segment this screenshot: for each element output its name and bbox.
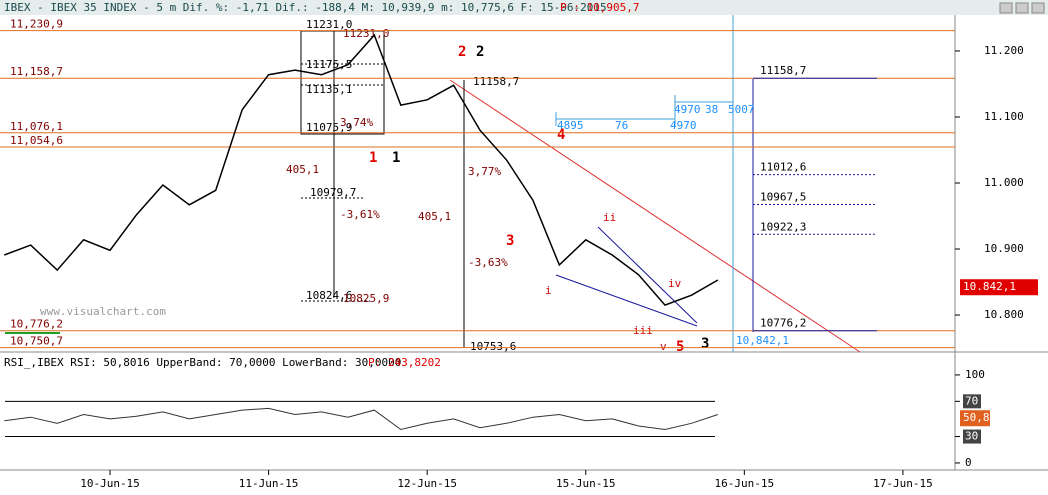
cycle-label: 5007 bbox=[728, 103, 755, 116]
y-tick-label: 10.800 bbox=[984, 308, 1024, 321]
watermark: www.visualchart.com bbox=[40, 305, 166, 318]
header-price: P : 10,905,7 bbox=[560, 1, 639, 14]
y-tick-label: 100 bbox=[965, 368, 985, 381]
projection-label: 10776,2 bbox=[760, 317, 806, 330]
projection-label: 10922,3 bbox=[760, 220, 806, 233]
cycle-label: 10,842,1 bbox=[736, 334, 789, 347]
last-value-label: 50,8 bbox=[963, 411, 990, 424]
level-label: 10,776,2 bbox=[10, 318, 63, 331]
fib-label: 405,1 bbox=[418, 210, 451, 223]
x-tick-label: 16-Jun-15 bbox=[715, 477, 775, 490]
fib-label: 3,74% bbox=[340, 116, 373, 129]
fib-label: -3,63% bbox=[468, 256, 508, 269]
channel-line bbox=[555, 274, 698, 327]
x-tick-label: 12-Jun-15 bbox=[397, 477, 457, 490]
fib-label: 405,1 bbox=[286, 163, 319, 176]
fib-label: 10825,9 bbox=[343, 292, 389, 305]
y-tick-label: 30 bbox=[965, 430, 978, 443]
level-label: 11,054,6 bbox=[10, 134, 63, 147]
y-tick-label: 10.900 bbox=[984, 242, 1024, 255]
fib-label: 11075,9 bbox=[306, 121, 352, 134]
fib-label: 10979,7 bbox=[310, 186, 356, 199]
subwave-label: iv bbox=[668, 277, 682, 290]
window-buttons[interactable] bbox=[999, 2, 1045, 14]
fib-label: 11175,5 bbox=[306, 58, 352, 71]
wave-label: 4 bbox=[557, 127, 565, 143]
fib-label: 11158,7 bbox=[473, 75, 519, 88]
wave-label: 3 bbox=[701, 336, 709, 352]
wave-label: 3 bbox=[506, 233, 514, 249]
series-line bbox=[4, 33, 719, 306]
level-label: 11,076,1 bbox=[10, 120, 63, 133]
cycle-label: 4970 bbox=[674, 103, 701, 116]
cycle-label: 4970 bbox=[670, 119, 697, 132]
y-tick-label: 11.000 bbox=[984, 176, 1024, 189]
channel-line bbox=[597, 226, 698, 324]
wave-label: 1 bbox=[369, 150, 377, 166]
x-tick-label: 10-Jun-15 bbox=[80, 477, 140, 490]
wave-label: 2 bbox=[476, 44, 484, 60]
wave-label: 1 bbox=[392, 150, 400, 166]
cycle-label: 38 bbox=[705, 103, 718, 116]
wave-label: 2 bbox=[458, 44, 466, 60]
last-value-label: 10.842,1 bbox=[963, 280, 1016, 293]
y-tick-label: 11.100 bbox=[984, 110, 1024, 123]
fib-label: 11231,0 bbox=[343, 27, 389, 40]
fib-label: 10824,6 bbox=[306, 289, 352, 302]
series-line bbox=[4, 407, 719, 431]
last-value-box bbox=[960, 410, 990, 427]
rsi-title: RSI_,IBEX RSI: 50,8016 UpperBand: 70,000… bbox=[4, 356, 401, 369]
close[interactable] bbox=[1031, 2, 1045, 14]
fib-label: 10753,6 bbox=[470, 340, 516, 353]
wave-label: 5 bbox=[676, 339, 684, 355]
y-tick-label: 70 bbox=[965, 394, 978, 407]
trend-line bbox=[449, 79, 861, 353]
fib-label: 11135,1 bbox=[306, 83, 352, 96]
x-tick-label: 15-Jun-15 bbox=[556, 477, 616, 490]
subwave-label: ii bbox=[603, 211, 616, 224]
level-label: 11,230,9 bbox=[10, 18, 63, 31]
rsi-title-extra: P: 243,8202 bbox=[368, 356, 441, 369]
last-value-box bbox=[960, 279, 1038, 296]
fib-label: 11231,0 bbox=[306, 18, 352, 31]
header: IBEX - IBEX 35 INDEX - 5 m Dif. %: -1,71… bbox=[4, 1, 607, 14]
header-bar bbox=[0, 0, 1048, 15]
subwave-label: v bbox=[660, 340, 667, 353]
tick-box bbox=[963, 429, 981, 444]
tick-box bbox=[963, 394, 981, 409]
drawing-tools bbox=[5, 15, 861, 353]
y-tick-label: 11.200 bbox=[984, 44, 1024, 57]
projection-label: 10967,5 bbox=[760, 190, 806, 203]
cycle-label: 4895 bbox=[557, 119, 584, 132]
level-label: 11,158,7 bbox=[10, 65, 63, 78]
fib-label: 3,77% bbox=[468, 165, 501, 178]
cycle-label: 76 bbox=[615, 119, 628, 132]
subwave-label: i bbox=[545, 284, 552, 297]
projection-label: 11012,6 bbox=[760, 161, 806, 174]
x-tick-label: 17-Jun-15 bbox=[873, 477, 933, 490]
fib-label: -3,61% bbox=[340, 208, 380, 221]
projection-label: 11158,7 bbox=[760, 64, 806, 77]
y-tick-label: 0 bbox=[965, 456, 972, 469]
minimize[interactable] bbox=[999, 2, 1013, 14]
x-tick-label: 11-Jun-15 bbox=[239, 477, 299, 490]
maximize[interactable] bbox=[1015, 2, 1029, 14]
level-label: 10,750,7 bbox=[10, 335, 63, 348]
